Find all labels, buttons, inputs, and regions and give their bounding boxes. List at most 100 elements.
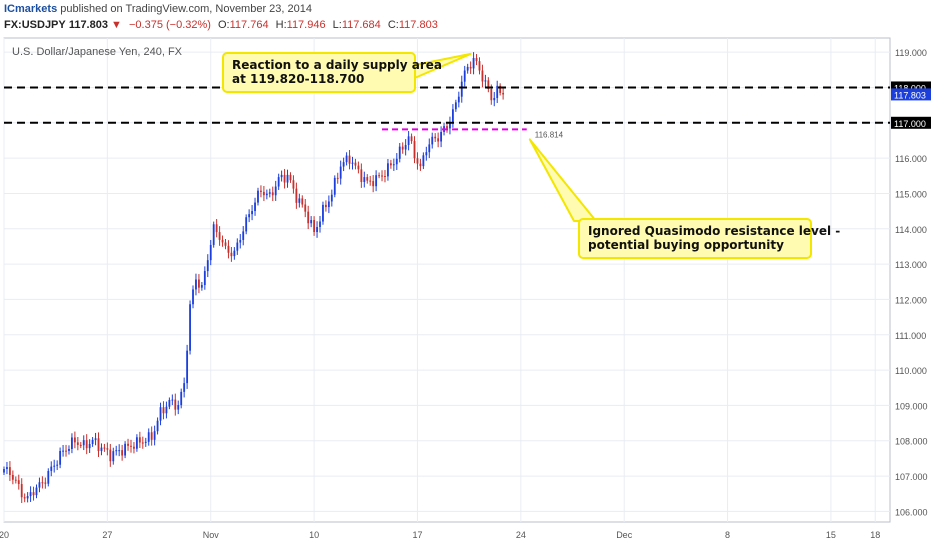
candle-body bbox=[401, 146, 404, 150]
y-tick-label: 109.000 bbox=[895, 401, 928, 411]
candle-body bbox=[457, 96, 460, 103]
candle-body bbox=[304, 204, 307, 212]
candle bbox=[454, 99, 457, 112]
candle bbox=[200, 282, 203, 291]
candle-body bbox=[463, 70, 466, 82]
candle-body bbox=[440, 131, 443, 142]
candle bbox=[493, 91, 496, 107]
candle bbox=[301, 195, 304, 208]
supply-area-callout: Reaction to a daily supply area at 119.8… bbox=[222, 52, 442, 93]
publisher-name[interactable]: ICmarkets bbox=[4, 3, 58, 15]
candle bbox=[198, 274, 200, 294]
candle bbox=[304, 199, 307, 218]
candle bbox=[481, 64, 484, 88]
candle bbox=[50, 461, 53, 477]
candle bbox=[106, 442, 109, 456]
candle-body bbox=[198, 279, 200, 288]
candle bbox=[419, 158, 422, 171]
candle bbox=[82, 435, 85, 451]
candle-body bbox=[65, 450, 67, 452]
candle bbox=[168, 397, 171, 410]
candle-body bbox=[29, 492, 32, 497]
supply-callout-line2: at 119.820-118.700 bbox=[232, 72, 365, 86]
candle-body bbox=[82, 440, 85, 446]
candle bbox=[431, 132, 434, 149]
candle-body bbox=[330, 194, 333, 202]
candle-body bbox=[342, 162, 345, 167]
candle bbox=[292, 175, 295, 194]
candle-body bbox=[451, 109, 454, 123]
candle bbox=[174, 393, 177, 416]
x-tick-label: 15 bbox=[826, 530, 836, 540]
candle-body bbox=[375, 175, 378, 187]
candle-body bbox=[200, 285, 203, 288]
candle bbox=[230, 247, 233, 262]
x-tick-label: 20 bbox=[0, 530, 9, 540]
candle-body bbox=[274, 186, 277, 196]
candle-body bbox=[319, 221, 321, 228]
candle-body bbox=[283, 174, 286, 183]
candle-body bbox=[499, 85, 502, 93]
candle bbox=[133, 442, 135, 454]
candle-body bbox=[23, 497, 26, 499]
candle bbox=[6, 461, 8, 475]
candle bbox=[472, 52, 475, 75]
symbol-header: FX:USDJPY 117.803 ▼ −0.375 (−0.32%) O:11… bbox=[4, 19, 438, 31]
candle-body bbox=[262, 191, 265, 196]
symbol-name[interactable]: FX:USDJPY bbox=[4, 19, 66, 31]
candle bbox=[11, 470, 14, 485]
candle-body bbox=[38, 482, 41, 488]
candle-body bbox=[428, 144, 431, 153]
candle bbox=[41, 476, 44, 489]
candle bbox=[313, 216, 316, 236]
candle-body bbox=[215, 224, 218, 233]
candle-body bbox=[280, 174, 283, 178]
candle bbox=[339, 160, 342, 185]
candle-body bbox=[156, 420, 159, 432]
candle bbox=[218, 226, 221, 246]
candle-body bbox=[56, 464, 59, 466]
candle-body bbox=[292, 180, 295, 189]
y-tick-label: 115.000 bbox=[895, 189, 927, 199]
candle-body bbox=[168, 399, 171, 407]
candle-body bbox=[112, 451, 115, 462]
candle-body bbox=[76, 442, 79, 445]
candle-body bbox=[381, 175, 383, 177]
candle-body bbox=[475, 57, 478, 62]
candle bbox=[295, 182, 298, 209]
candle-body bbox=[316, 227, 318, 233]
close-value: 117.803 bbox=[398, 19, 438, 31]
candle-body bbox=[106, 448, 109, 450]
candle-body bbox=[419, 163, 422, 167]
candle-body bbox=[324, 204, 327, 208]
level-tag-117.000 bbox=[891, 116, 931, 129]
candle bbox=[310, 216, 313, 228]
candle bbox=[413, 136, 416, 164]
candle bbox=[280, 170, 283, 182]
candle-body bbox=[159, 407, 162, 421]
candle bbox=[360, 163, 363, 188]
candle bbox=[94, 432, 97, 446]
candle-body bbox=[404, 145, 407, 150]
candle bbox=[257, 187, 259, 206]
x-tick-label: Nov bbox=[203, 530, 220, 540]
candle bbox=[245, 214, 248, 235]
candle bbox=[416, 152, 419, 170]
candle bbox=[32, 486, 35, 501]
candle-body bbox=[251, 211, 253, 215]
candle bbox=[265, 189, 268, 200]
candle bbox=[62, 445, 64, 457]
candle-body bbox=[389, 163, 392, 166]
candle-body bbox=[298, 198, 301, 203]
candle-body bbox=[460, 81, 463, 97]
candle bbox=[451, 104, 454, 128]
candle bbox=[242, 226, 245, 246]
candle bbox=[206, 254, 209, 278]
candle-body bbox=[71, 437, 73, 449]
candle-body bbox=[260, 190, 262, 192]
candle-body bbox=[487, 80, 490, 90]
candle bbox=[384, 170, 386, 183]
candle bbox=[392, 158, 395, 171]
candle bbox=[351, 156, 354, 170]
